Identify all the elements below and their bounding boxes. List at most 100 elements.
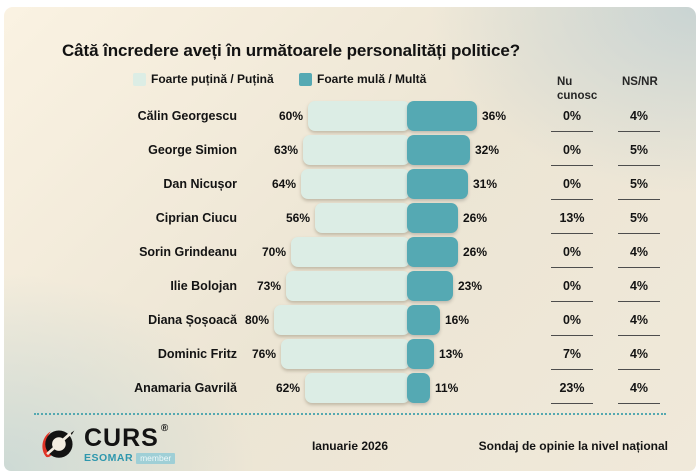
underline-nsnr: [618, 199, 660, 200]
registered-mark: ®: [160, 423, 169, 434]
bar-positive-segment: [407, 305, 440, 335]
underline-nsnr: [618, 301, 660, 302]
table-row: Sorin Grindeanu 70% 26% 0% 4%: [4, 237, 696, 271]
value-nsnr: 4%: [629, 109, 649, 123]
legend-swatch-positive: [299, 72, 312, 86]
underline-nu-cunosc: [551, 369, 593, 370]
value-nsnr: 4%: [629, 245, 649, 259]
bar-positive-value: 13%: [439, 347, 464, 361]
table-row: Diana Șoșoacă 80% 16% 0% 4%: [4, 305, 696, 339]
row-label: Dan Nicușor: [163, 177, 237, 191]
slide-background: Câtă încredere aveți în următoarele pers…: [4, 7, 696, 471]
legend-item-negative: Foarte puțină / Puțină: [133, 71, 274, 87]
bar-positive-segment: [407, 203, 458, 233]
column-header-nsnr: NS/NR: [622, 76, 658, 88]
bar-negative-value: 80%: [244, 313, 269, 327]
value-nu-cunosc: 0%: [562, 279, 582, 293]
bar-negative-value: 60%: [278, 109, 303, 123]
bar-negative-value: 63%: [273, 143, 298, 157]
bar-negative-segment: [286, 271, 410, 301]
chart-rows: Călin Georgescu 60% 36% 0% 4% George Simion 63…: [4, 101, 696, 407]
underline-nu-cunosc: [551, 267, 593, 268]
bar-positive-value: 31%: [473, 177, 498, 191]
value-nu-cunosc: 13%: [559, 211, 585, 225]
underline-nu-cunosc: [551, 403, 593, 404]
bar-positive-value: 26%: [463, 211, 488, 225]
value-nu-cunosc: 23%: [559, 381, 585, 395]
legend-label-negative: Foarte puțină / Puțină: [151, 72, 274, 86]
row-label: Ilie Bolojan: [170, 279, 237, 293]
underline-nsnr: [618, 233, 660, 234]
underline-nu-cunosc: [551, 335, 593, 336]
bar-negative-segment: [301, 169, 410, 199]
brand-block: CURS ® ESOMAR member: [84, 423, 176, 464]
bar-negative-value: 76%: [251, 347, 276, 361]
bar-negative-segment: [274, 305, 410, 335]
column-header-nu-cunosc: Nu cunosc: [557, 76, 598, 102]
value-nu-cunosc: 0%: [562, 177, 582, 191]
brand-name: CURS: [84, 424, 159, 452]
underline-nsnr: [618, 267, 660, 268]
page-title: Câtă încredere aveți în următoarele pers…: [62, 41, 520, 60]
underline-nsnr: [618, 369, 660, 370]
table-row: George Simion 63% 32% 0% 5%: [4, 135, 696, 169]
footer-note: Sondaj de opinie la nivel național: [478, 439, 668, 453]
value-nsnr: 4%: [629, 347, 649, 361]
underline-nsnr: [618, 165, 660, 166]
underline-nu-cunosc: [551, 131, 593, 132]
row-label: Anamaria Gavrilă: [134, 381, 237, 395]
bar-positive-value: 11%: [435, 381, 459, 395]
underline-nsnr: [618, 131, 660, 132]
bar-positive-value: 23%: [458, 279, 483, 293]
bar-negative-value: 70%: [261, 245, 286, 259]
value-nu-cunosc: 0%: [562, 313, 582, 327]
row-label: Călin Georgescu: [137, 109, 237, 123]
row-label: Diana Șoșoacă: [148, 313, 237, 327]
bar-negative-segment: [315, 203, 410, 233]
bar-negative-value: 62%: [275, 381, 300, 395]
bar-negative-segment: [281, 339, 410, 369]
footer: CURS ® ESOMAR member Ianuarie 2026 Sonda…: [4, 417, 696, 471]
value-nu-cunosc: 7%: [562, 347, 582, 361]
value-nsnr: 4%: [629, 381, 649, 395]
bar-positive-value: 26%: [463, 245, 488, 259]
table-row: Dan Nicușor 64% 31% 0% 5%: [4, 169, 696, 203]
underline-nsnr: [618, 403, 660, 404]
bar-positive-value: 16%: [445, 313, 470, 327]
bar-positive-value: 36%: [482, 109, 507, 123]
bar-negative-segment: [303, 135, 410, 165]
row-label: George Simion: [148, 143, 237, 157]
value-nsnr: 4%: [629, 313, 649, 327]
underline-nu-cunosc: [551, 165, 593, 166]
dotted-divider: [34, 413, 666, 415]
row-label: Sorin Grindeanu: [139, 245, 237, 259]
value-nsnr: 5%: [629, 211, 649, 225]
bar-negative-value: 73%: [256, 279, 281, 293]
bar-negative-value: 56%: [285, 211, 310, 225]
row-label: Dominic Fritz: [157, 347, 237, 361]
bar-negative-value: 64%: [271, 177, 296, 191]
bar-positive-segment: [407, 339, 434, 369]
bar-positive-value: 32%: [475, 143, 500, 157]
row-label: Ciprian Ciucu: [155, 211, 237, 225]
value-nsnr: 4%: [629, 279, 649, 293]
bar-positive-segment: [407, 135, 470, 165]
underline-nsnr: [618, 335, 660, 336]
value-nsnr: 5%: [629, 177, 649, 191]
table-row: Ciprian Ciucu 56% 26% 13% 5%: [4, 203, 696, 237]
table-row: Călin Georgescu 60% 36% 0% 4%: [4, 101, 696, 135]
value-nsnr: 5%: [629, 143, 649, 157]
value-nu-cunosc: 0%: [562, 245, 582, 259]
curs-swirl-icon: [42, 430, 75, 458]
underline-nu-cunosc: [551, 233, 593, 234]
bar-negative-segment: [291, 237, 410, 267]
value-nu-cunosc: 0%: [562, 143, 582, 157]
table-row: Ilie Bolojan 73% 23% 0% 4%: [4, 271, 696, 305]
value-nu-cunosc: 0%: [562, 109, 582, 123]
bar-positive-segment: [407, 373, 430, 403]
bar-negative-segment: [308, 101, 410, 131]
underline-nu-cunosc: [551, 199, 593, 200]
table-row: Anamaria Gavrilă 62% 11% 23% 4%: [4, 373, 696, 407]
bar-negative-segment: [305, 373, 410, 403]
esomar-label: ESOMAR: [84, 452, 134, 464]
